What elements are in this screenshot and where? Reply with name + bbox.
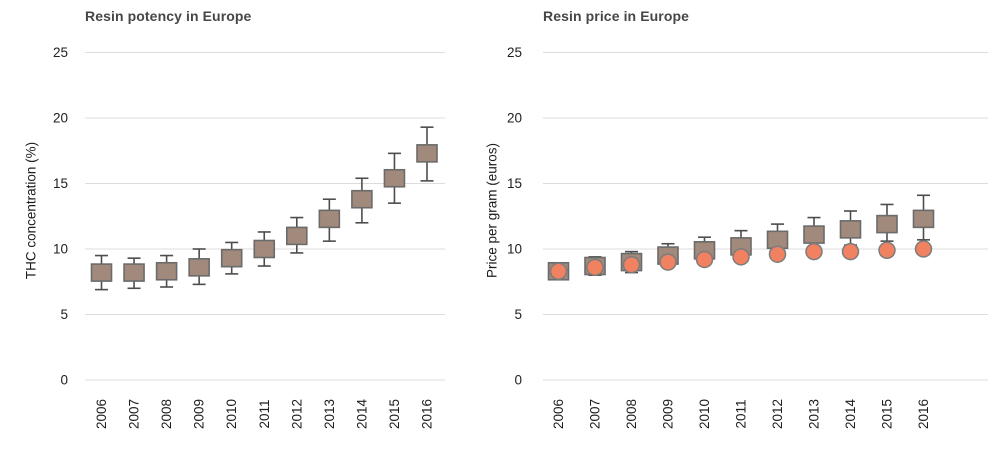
marker-circle-2010	[695, 250, 714, 269]
x-tick-label: 2012	[770, 399, 785, 429]
x-tick-label: 2014	[354, 398, 369, 429]
x-tick-label: 2007	[127, 399, 142, 429]
marker-square-2011	[253, 239, 276, 259]
chart-resin-potency: 0 5 10 15 20 25 2006 2007 2008 2009 2010 2011 2012 20…	[53, 45, 445, 429]
y-axis-label-thc-concentration: THC concentration (%)	[23, 141, 39, 280]
marker-square-2010	[220, 248, 243, 268]
x-tick-label: 2008	[159, 399, 174, 429]
y-tick-label: 15	[507, 176, 522, 191]
marker-circle-2011	[732, 248, 750, 266]
x-tick-label: 2015	[387, 399, 402, 429]
marker-square-2016	[912, 209, 935, 229]
x-tick-label: 2013	[322, 399, 337, 429]
marker-square-2009	[188, 258, 210, 277]
y-tick-label: 15	[53, 176, 68, 191]
chart-title-resin-potency: Resin potency in Europe	[85, 8, 252, 24]
marker-square-2007	[123, 263, 145, 282]
chart-title-resin-price: Resin price in Europe	[543, 8, 690, 24]
y-tick-label: 10	[53, 242, 68, 257]
y-axis-label-price-per-gram: Price per gram (euros)	[484, 142, 500, 279]
marker-circle-2015	[878, 241, 896, 260]
y-tick-label: 25	[53, 45, 68, 60]
x-tick-label: 2006	[551, 399, 566, 429]
marker-square-2013	[318, 209, 341, 229]
marker-square-2012	[285, 226, 308, 246]
marker-circle-2006	[549, 262, 568, 281]
marker-circle-2007	[586, 258, 604, 277]
x-tick-label: 2007	[588, 399, 603, 429]
x-tick-label: 2009	[661, 399, 676, 429]
marker-circle-2008	[622, 255, 641, 274]
x-tick-label: 2011	[257, 399, 272, 428]
x-tick-label: 2010	[697, 399, 712, 429]
y-tick-label: 5	[60, 307, 68, 322]
marker-square-2006	[90, 263, 113, 282]
x-tick-label: 2010	[224, 399, 239, 429]
y-tick-label: 25	[507, 45, 522, 60]
y-tick-label: 20	[53, 111, 68, 126]
marker-circle-2009	[659, 253, 677, 271]
marker-square-2015	[876, 214, 898, 234]
x-tick-label: 2016	[916, 399, 931, 429]
marker-square-2014	[351, 189, 373, 209]
y-tick-label: 0	[60, 373, 68, 388]
y-tick-label: 0	[514, 373, 522, 388]
marker-square-2015	[383, 168, 406, 188]
marker-square-2016	[416, 144, 438, 163]
y-tick-label: 20	[507, 111, 522, 126]
x-tick-label: 2016	[420, 399, 435, 429]
marker-square-2013	[803, 225, 825, 244]
marker-circle-2014	[841, 242, 860, 261]
x-tick-label: 2013	[807, 399, 822, 429]
chart-resin-price: 0 5 10 15 20 25 2006 2007 2008 2009 2010 2011 2012 20…	[507, 45, 988, 429]
x-tick-label: 2015	[880, 399, 895, 429]
marker-square-2008	[155, 261, 178, 281]
x-tick-label: 2006	[94, 399, 109, 429]
x-tick-label: 2011	[734, 399, 749, 428]
marker-square-2014	[839, 220, 862, 239]
x-tick-label: 2008	[624, 399, 639, 429]
marker-circle-2013	[805, 242, 823, 261]
x-tick-label: 2009	[192, 399, 207, 429]
marker-circle-2016	[914, 240, 933, 258]
marker-circle-2012	[768, 245, 787, 263]
y-tick-label: 5	[514, 307, 522, 322]
y-tick-label: 10	[507, 242, 522, 257]
x-tick-label: 2012	[289, 399, 304, 429]
x-tick-label: 2014	[843, 398, 858, 429]
